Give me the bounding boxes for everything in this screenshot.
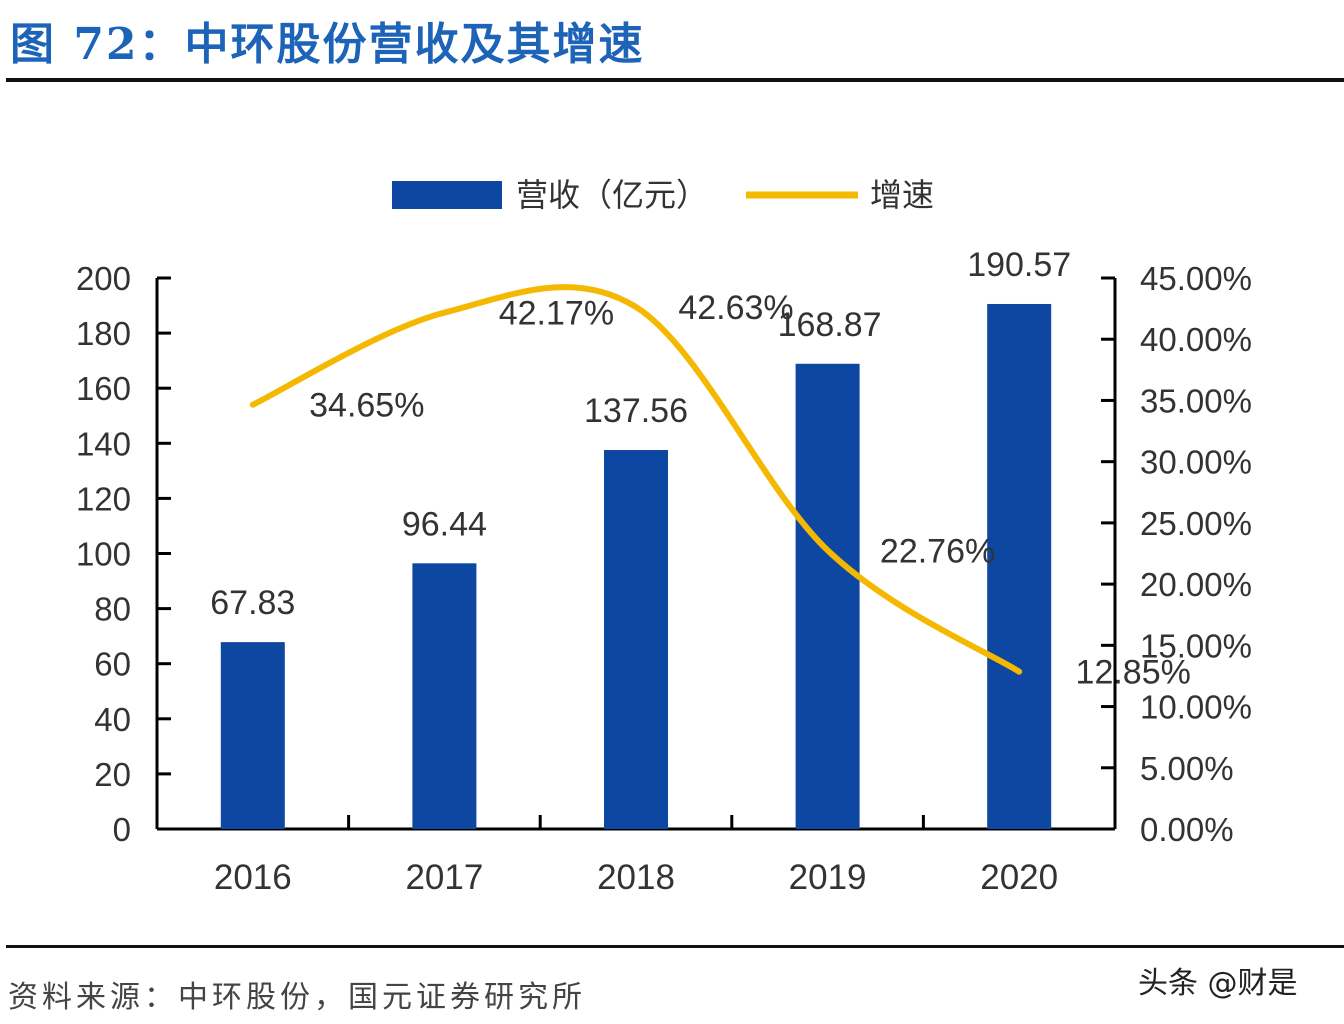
growth-value-label: 34.65% bbox=[309, 387, 424, 425]
top-rule bbox=[6, 78, 1344, 82]
right-tick-label: 35.00% bbox=[1140, 382, 1252, 419]
x-tick-label: 2020 bbox=[980, 858, 1058, 897]
x-tick-label: 2019 bbox=[789, 858, 867, 897]
growth-value-label: 22.76% bbox=[880, 532, 995, 570]
right-tick-label: 40.00% bbox=[1140, 321, 1252, 358]
right-tick-label: 0.00% bbox=[1140, 811, 1234, 848]
bar-value-label: 67.83 bbox=[210, 584, 295, 622]
growth-value-label: 42.63% bbox=[678, 289, 793, 327]
right-tick-label: 10.00% bbox=[1140, 689, 1252, 726]
left-tick-label: 0 bbox=[113, 811, 131, 848]
right-tick-label: 45.00% bbox=[1140, 260, 1252, 297]
right-tick-label: 20.00% bbox=[1140, 566, 1252, 603]
bottom-rule bbox=[6, 945, 1344, 948]
x-tick-label: 2018 bbox=[597, 858, 675, 897]
left-tick-label: 180 bbox=[76, 315, 131, 352]
bar-value-label: 168.87 bbox=[778, 306, 882, 344]
right-tick-label: 5.00% bbox=[1140, 750, 1234, 787]
bar-2019 bbox=[795, 363, 860, 829]
x-tick-label: 2017 bbox=[405, 858, 483, 897]
left-tick-label: 120 bbox=[76, 480, 131, 517]
right-tick-label: 30.00% bbox=[1140, 444, 1252, 481]
figure-title: 图 72：中环股份营收及其增速 bbox=[10, 19, 645, 70]
left-tick-label: 40 bbox=[94, 701, 131, 738]
left-tick-label: 80 bbox=[94, 591, 131, 628]
bar-2020 bbox=[987, 303, 1052, 830]
left-tick-label: 200 bbox=[76, 260, 131, 297]
bar-2018 bbox=[604, 450, 668, 829]
left-tick-label: 60 bbox=[94, 646, 131, 683]
left-tick-label: 20 bbox=[94, 756, 131, 793]
growth-value-label: 12.85% bbox=[1076, 654, 1191, 692]
right-tick-label: 25.00% bbox=[1140, 505, 1252, 542]
legend-line-label: 增速 bbox=[870, 177, 934, 213]
left-tick-label: 100 bbox=[76, 536, 131, 573]
bar-2017 bbox=[412, 563, 477, 829]
left-tick-label: 140 bbox=[76, 425, 131, 462]
right-tick-label: 15.00% bbox=[1140, 627, 1252, 664]
bar-2016 bbox=[220, 642, 285, 829]
watermark: 头条 @财是 bbox=[1138, 966, 1298, 1001]
legend-bar-swatch bbox=[392, 181, 502, 209]
growth-line bbox=[249, 284, 1023, 675]
left-tick-label: 160 bbox=[76, 370, 131, 407]
source-note: 资料来源：中环股份，国元证券研究所 bbox=[8, 980, 586, 1015]
growth-value-label: 42.17% bbox=[499, 295, 614, 333]
bar-value-label: 137.56 bbox=[584, 392, 688, 430]
legend-bar-label: 营收（亿元） bbox=[516, 177, 708, 213]
bar-value-label: 96.44 bbox=[402, 505, 487, 543]
x-tick-label: 2016 bbox=[214, 858, 292, 897]
bar-value-label: 190.57 bbox=[967, 246, 1071, 284]
